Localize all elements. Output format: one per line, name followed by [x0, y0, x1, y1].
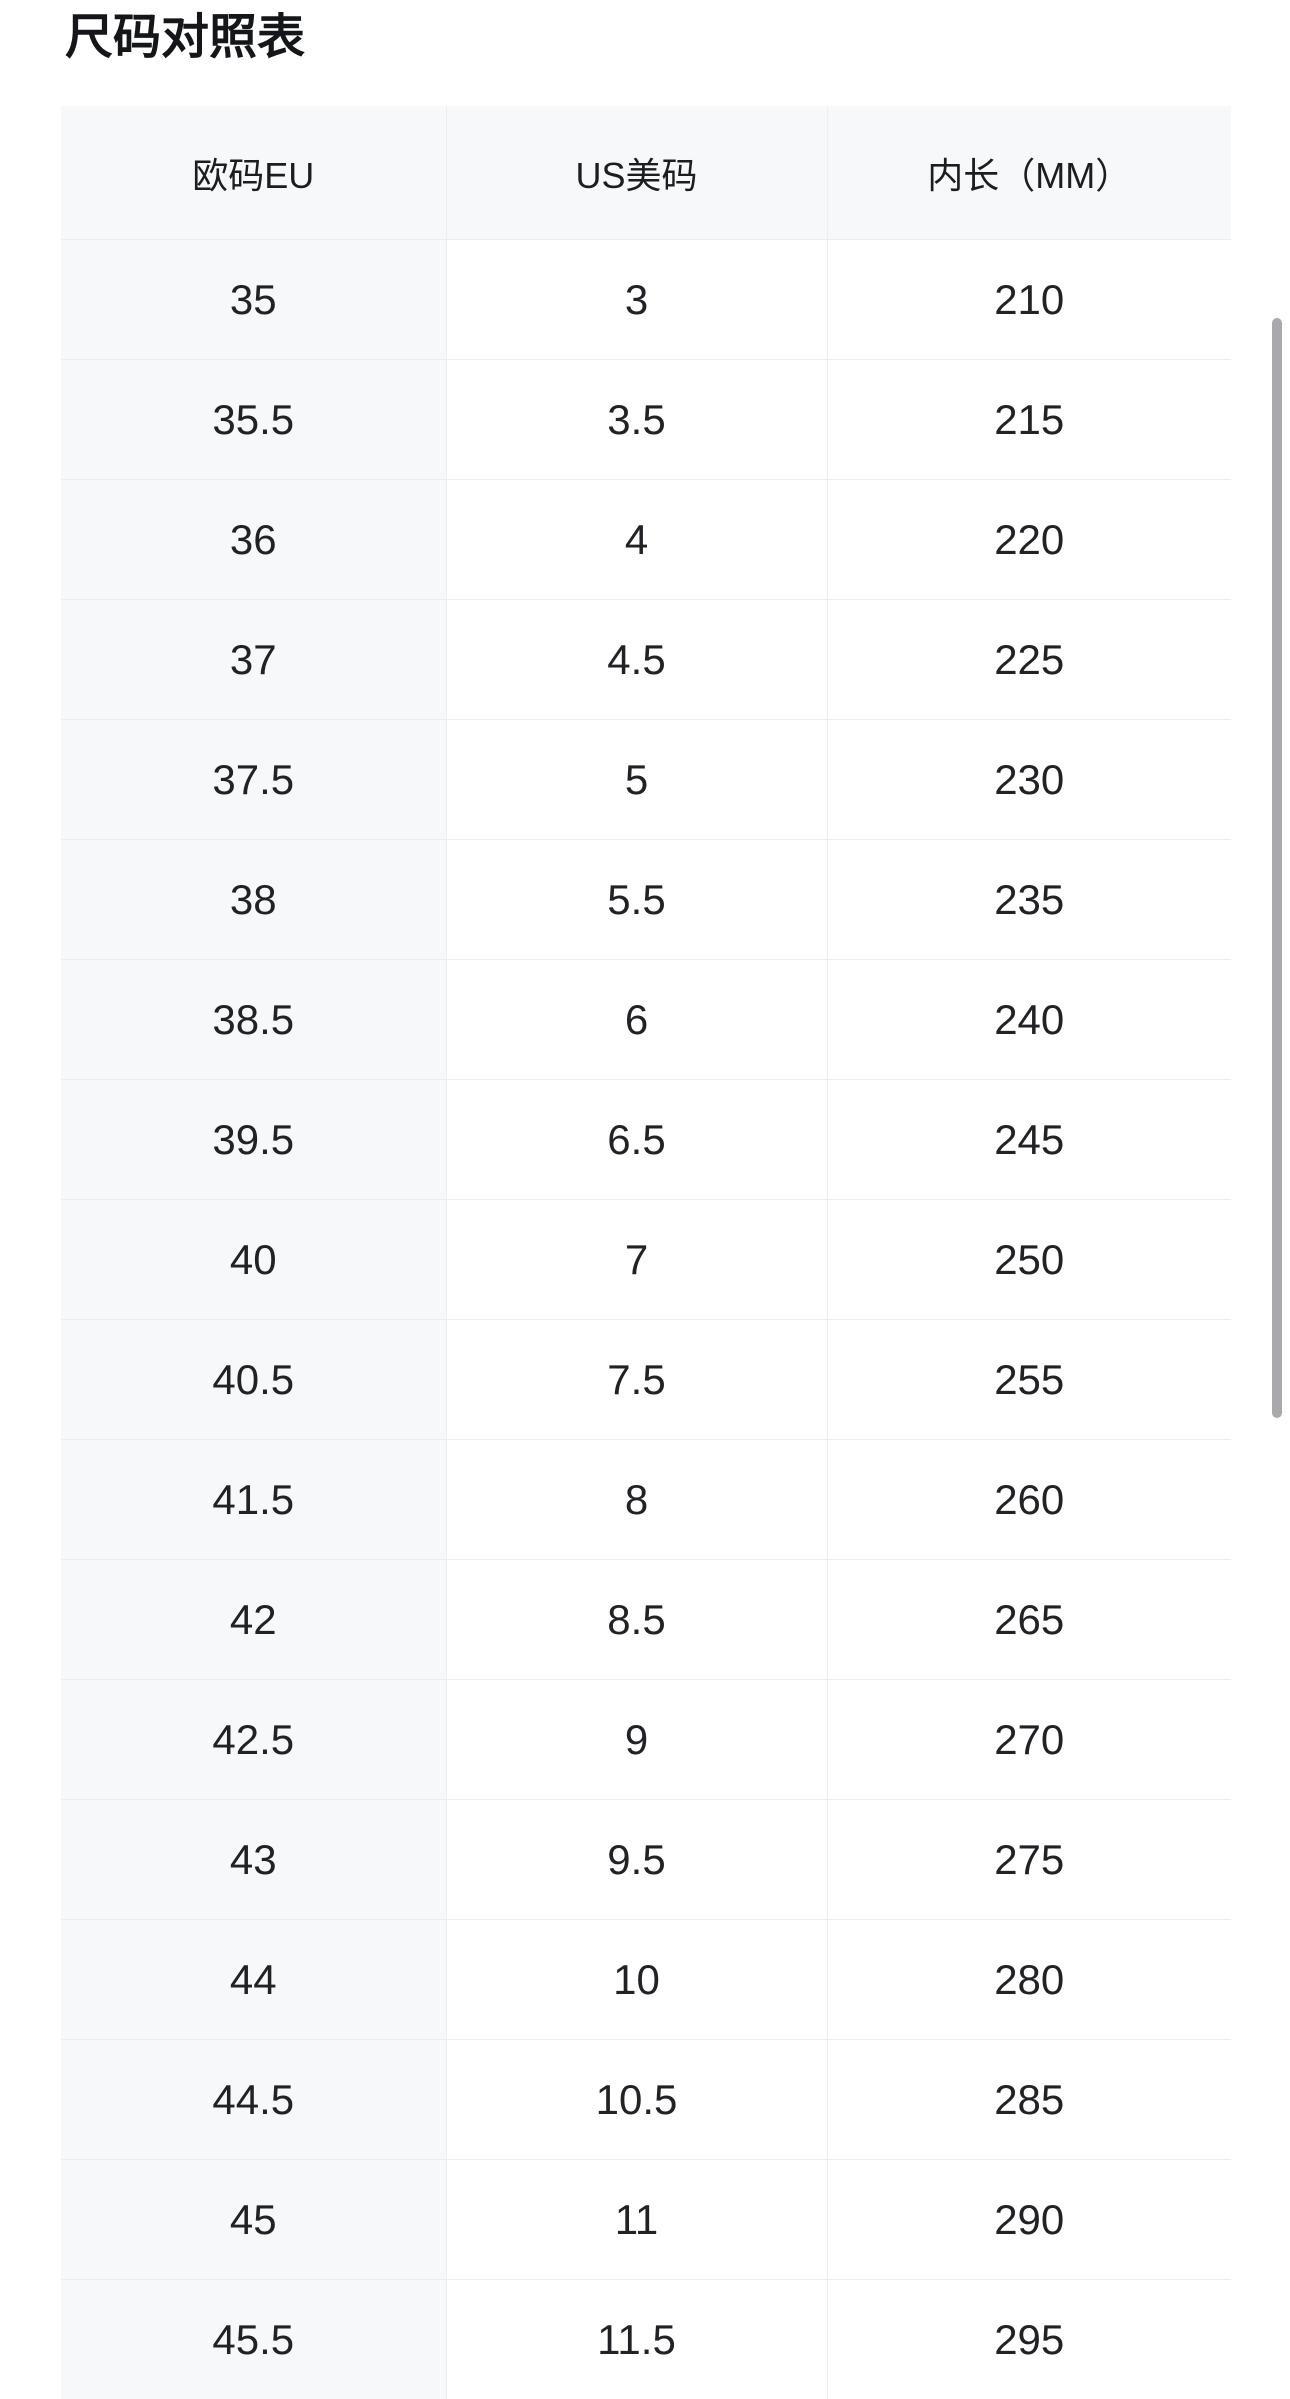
table-cell: 38 — [61, 840, 446, 960]
header-cell-us-size: US美码 — [446, 106, 827, 240]
table-cell: 275 — [827, 1800, 1231, 1920]
table-cell: 230 — [827, 720, 1231, 840]
table-cell: 39.5 — [61, 1080, 446, 1200]
table-cell: 9.5 — [446, 1800, 827, 1920]
table-cell: 6.5 — [446, 1080, 827, 1200]
table-cell: 240 — [827, 960, 1231, 1080]
table-cell: 37.5 — [61, 720, 446, 840]
table-cell: 7.5 — [446, 1320, 827, 1440]
table-cell: 285 — [827, 2040, 1231, 2160]
table-cell: 38.5 — [61, 960, 446, 1080]
table-cell: 41.5 — [61, 1440, 446, 1560]
table-cell: 8 — [446, 1440, 827, 1560]
table-cell: 245 — [827, 1080, 1231, 1200]
table-cell: 4 — [446, 480, 827, 600]
table-cell: 10 — [446, 1920, 827, 2040]
scrollbar-thumb[interactable] — [1272, 318, 1282, 1418]
table-cell: 42.5 — [61, 1680, 446, 1800]
table-cell: 280 — [827, 1920, 1231, 2040]
table-cell: 250 — [827, 1200, 1231, 1320]
table-cell: 9 — [446, 1680, 827, 1800]
table-cell: 36 — [61, 480, 446, 600]
table-cell: 40 — [61, 1200, 446, 1320]
page-title: 尺码对照表 — [0, 0, 1290, 66]
header-cell-eu-size: 欧码EU — [61, 106, 446, 240]
table-cell: 45.5 — [61, 2280, 446, 2399]
table-cell: 35.5 — [61, 360, 446, 480]
table-header-row: 欧码EU US美码 内长（MM） — [61, 106, 1231, 240]
table-cell: 6 — [446, 960, 827, 1080]
table-cell: 11.5 — [446, 2280, 827, 2399]
table-cell: 40.5 — [61, 1320, 446, 1440]
table-cell: 35 — [61, 240, 446, 360]
table-cell: 44 — [61, 1920, 446, 2040]
table-cell: 42 — [61, 1560, 446, 1680]
table-cell: 220 — [827, 480, 1231, 600]
table-cell: 3 — [446, 240, 827, 360]
table-cell: 44.5 — [61, 2040, 446, 2160]
table-cell: 255 — [827, 1320, 1231, 1440]
table-cell: 290 — [827, 2160, 1231, 2280]
table-cell: 7 — [446, 1200, 827, 1320]
table-cell: 260 — [827, 1440, 1231, 1560]
table-cell: 235 — [827, 840, 1231, 960]
table-cell: 5 — [446, 720, 827, 840]
table-cell: 37 — [61, 600, 446, 720]
table-cell: 43 — [61, 1800, 446, 1920]
table-cell: 225 — [827, 600, 1231, 720]
header-cell-inner-length-mm: 内长（MM） — [827, 106, 1231, 240]
table-cell: 270 — [827, 1680, 1231, 1800]
table-cell: 11 — [446, 2160, 827, 2280]
table-cell: 45 — [61, 2160, 446, 2280]
table-cell: 210 — [827, 240, 1231, 360]
table-cell: 295 — [827, 2280, 1231, 2399]
table-cell: 215 — [827, 360, 1231, 480]
table-cell: 8.5 — [446, 1560, 827, 1680]
table-cell: 4.5 — [446, 600, 827, 720]
table-cell: 10.5 — [446, 2040, 827, 2160]
table-cell: 3.5 — [446, 360, 827, 480]
table-cell: 5.5 — [446, 840, 827, 960]
table-cell: 265 — [827, 1560, 1231, 1680]
